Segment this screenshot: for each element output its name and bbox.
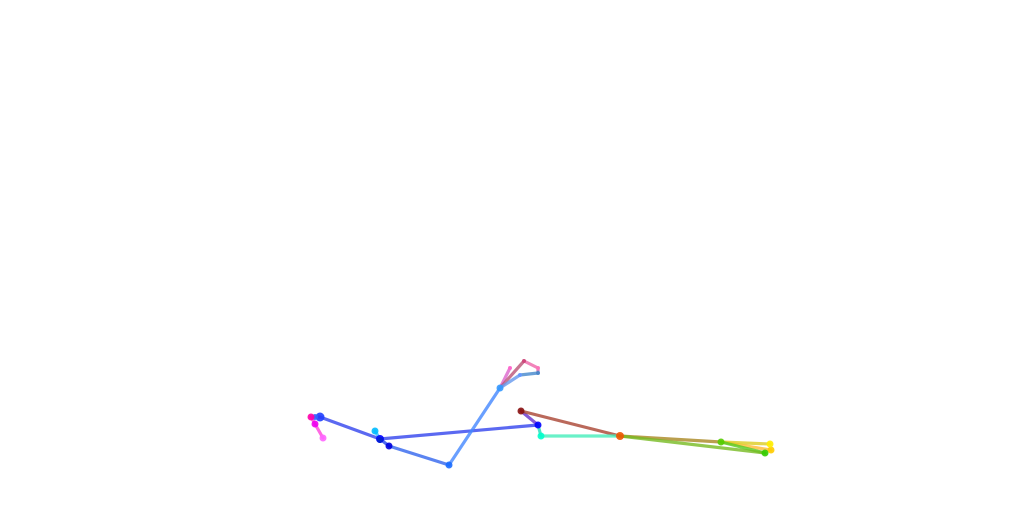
joint-k21 — [717, 438, 725, 446]
bone-k01-k02 — [318, 415, 382, 441]
joint-k07 — [371, 427, 379, 435]
joint-k15 — [518, 373, 522, 377]
joint-k13 — [522, 359, 526, 363]
joint-k14 — [536, 366, 540, 370]
bone-k20-k24 — [618, 434, 767, 455]
bone-k10-k11 — [447, 386, 502, 467]
joint-k22 — [767, 446, 775, 454]
joint-k10 — [445, 461, 453, 469]
joint-k01 — [315, 412, 325, 422]
joint-k06 — [319, 434, 327, 442]
joint-k12 — [508, 366, 512, 370]
joint-k19 — [537, 432, 545, 440]
bone-k21-k23 — [719, 440, 772, 446]
joint-k16 — [536, 371, 540, 375]
joint-k04 — [307, 413, 315, 421]
joints-layer — [307, 359, 775, 469]
bone-k08-k10 — [387, 444, 451, 467]
bone-k11-k15 — [498, 373, 522, 390]
joint-k24 — [761, 449, 769, 457]
joint-k05 — [311, 420, 319, 428]
joint-k20 — [616, 432, 624, 440]
joint-k17 — [517, 407, 525, 415]
joint-k09 — [377, 437, 383, 443]
bone-k15-k16 — [518, 371, 540, 377]
joint-k11 — [496, 384, 504, 392]
joint-k08 — [385, 442, 393, 450]
bone-k02-k18 — [378, 423, 540, 441]
bone-k17-k20 — [519, 409, 622, 438]
bones-layer — [309, 359, 773, 467]
joint-k23 — [766, 440, 774, 448]
joint-k18 — [534, 421, 542, 429]
bone-k13-k14 — [522, 359, 540, 370]
